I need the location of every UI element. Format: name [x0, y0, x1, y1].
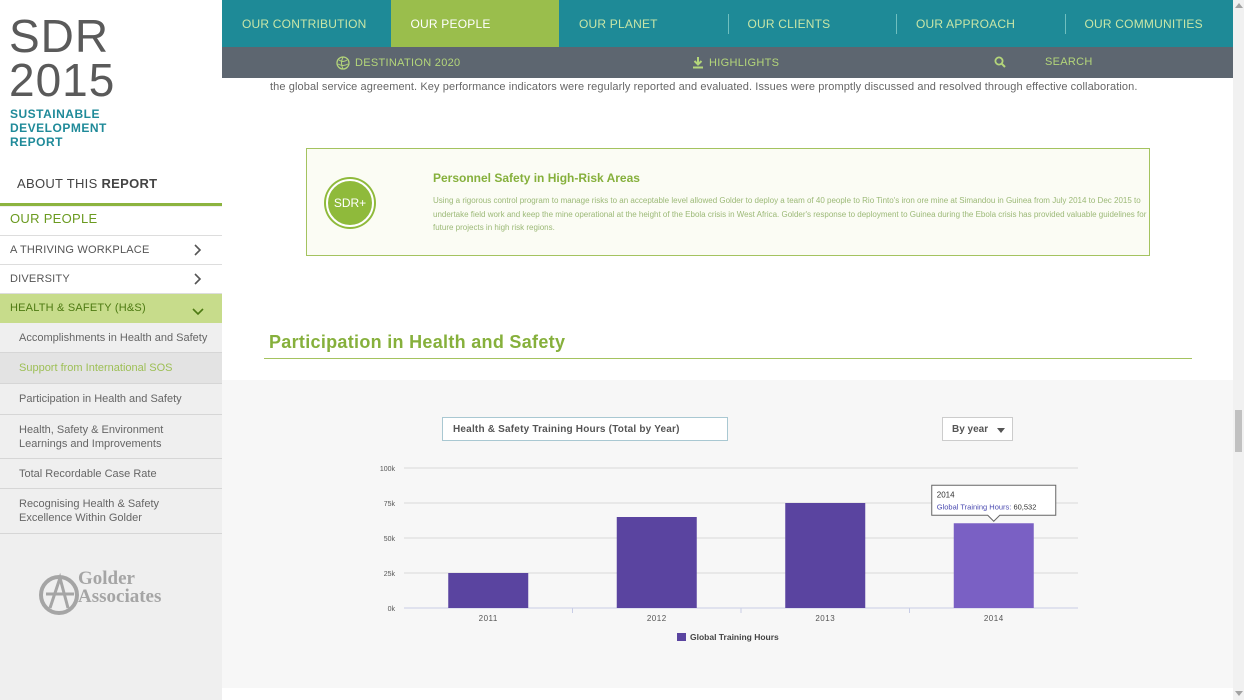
sidebar-item-diversity[interactable]: DIVERSITY: [0, 264, 222, 294]
sidebar-item-label: DIVERSITY: [10, 273, 70, 285]
highlights-link[interactable]: HIGHLIGHTS: [692, 56, 779, 69]
chart-metric-select[interactable]: Health & Safety Training Hours (Total by…: [442, 417, 728, 441]
tab-our-planet[interactable]: OUR PLANET: [579, 17, 658, 31]
tab-our-contribution[interactable]: OUR CONTRIBUTION: [242, 17, 367, 31]
about-label-bold: REPORT: [101, 176, 158, 191]
report-title-line2: 2015: [9, 54, 116, 106]
main-content: the global service agreement. Key perfor…: [222, 78, 1233, 700]
y-tick-label: 50k: [384, 536, 396, 543]
top-navigation: OUR CONTRIBUTION OUR PEOPLE OUR PLANET O…: [222, 0, 1233, 47]
sidebar-item-thriving-workplace[interactable]: A THRIVING WORKPLACE: [0, 235, 222, 265]
about-this-report-link[interactable]: ABOUT THIS REPORT: [0, 170, 222, 206]
report-title-line1: SDR: [9, 10, 110, 62]
tooltip-title: 2014: [937, 490, 955, 499]
y-tick-label: 75k: [384, 501, 396, 508]
sidebar-item-label: A THRIVING WORKPLACE: [10, 244, 150, 256]
sidebar: SDR 2015 SUSTAINABLE DEVELOPMENT REPORT …: [0, 0, 222, 700]
report-subtitle: SUSTAINABLE DEVELOPMENT REPORT: [10, 107, 107, 149]
body-text: the global service agreement. Key perfor…: [270, 81, 1138, 93]
highlights-label: HIGHLIGHTS: [709, 56, 780, 69]
sidebar-subitem-participation[interactable]: Participation in Health and Safety: [0, 384, 222, 415]
training-hours-chart: 0k 25k 50k 75k 100k 2011 2012 2013 2014 Global Tr…: [380, 466, 1078, 642]
legend-label: Global Training Hours: [690, 632, 779, 642]
report-subtitle-line: SUSTAINABLE: [10, 107, 100, 121]
tooltip-box: [931, 484, 1057, 522]
sidebar-item-label: HEALTH & SAFETY (H&S): [10, 302, 146, 314]
tooltip-value: 60,532: [1013, 502, 1036, 511]
golder-logo-text: Golder Associates: [78, 568, 162, 607]
section-heading: Participation in Health and Safety: [269, 332, 566, 352]
sidebar-item-health-safety[interactable]: HEALTH & SAFETY (H&S): [0, 293, 222, 323]
tab-our-people[interactable]: OUR PEOPLE: [390, 0, 559, 47]
tab-our-approach[interactable]: OUR APPROACH: [896, 0, 1065, 47]
search-icon-button[interactable]: [994, 56, 1011, 68]
search-link[interactable]: SEARCH: [1045, 56, 1093, 68]
bar-2014: [953, 523, 1034, 608]
tooltip-value-line: Global Training Hours: 60,532: [937, 502, 1037, 511]
y-tick-label: 100k: [380, 466, 396, 473]
scroll-up-icon[interactable]: [1235, 3, 1243, 8]
sdr-plus-callout: SDR+ Personnel Safety in High-Risk Areas…: [306, 148, 1150, 256]
sub-navigation: DESTINATION 2020 HIGHLIGHTS SEARCH: [222, 47, 1233, 78]
legend-swatch: [677, 633, 686, 641]
section-divider: [264, 358, 1192, 359]
report-subtitle-line: REPORT: [10, 135, 64, 149]
callout-title: Personnel Safety in High-Risk Areas: [433, 171, 640, 185]
sidebar-subitem-hse-learnings[interactable]: Health, Safety & Environment Learnings a…: [0, 415, 222, 459]
about-label: ABOUT THIS: [17, 176, 102, 191]
globe-icon: [336, 56, 350, 70]
report-subtitle-line: DEVELOPMENT: [10, 121, 107, 135]
caret-down-icon: [997, 428, 1005, 433]
search-label: SEARCH: [1045, 56, 1093, 68]
x-tick-label: 2014: [984, 614, 1004, 623]
scroll-thumb[interactable]: [1235, 410, 1242, 452]
destination-2020-label: DESTINATION 2020: [355, 57, 461, 69]
y-tick-label: 0k: [388, 606, 396, 613]
golder-logo-line2: Associates: [78, 586, 162, 607]
sidebar-subitem-recognising-excellence[interactable]: Recognising Health & Safety Excellence W…: [0, 489, 222, 534]
period-select-value: By year: [952, 424, 989, 435]
y-tick-label: 25k: [384, 571, 396, 578]
x-tick-label: 2013: [815, 614, 835, 623]
download-icon: [693, 57, 703, 69]
tab-our-communities[interactable]: OUR COMMUNITIES: [1064, 0, 1234, 47]
tab-our-clients[interactable]: OUR CLIENTS: [727, 0, 897, 47]
golder-logo-line1: Golder: [78, 568, 135, 589]
bar-2011: [448, 573, 529, 608]
bar-2012: [616, 517, 697, 608]
sidebar-subitem-accomplishments[interactable]: Accomplishments in Health and Safety: [0, 323, 222, 353]
chevron-right-icon: [194, 272, 202, 288]
report-logo[interactable]: SDR 2015 SUSTAINABLE DEVELOPMENT REPORT: [0, 0, 222, 170]
chart-panel: 0k 25k 50k 75k 100k 2011 2012 2013 2014 Global Tr…: [222, 380, 1233, 688]
search-icon: [994, 56, 1006, 68]
scroll-down-icon[interactable]: [1235, 691, 1243, 696]
x-tick-label: 2012: [647, 614, 667, 623]
sidebar-subitem-trcr[interactable]: Total Recordable Case Rate: [0, 459, 222, 489]
sdr-plus-badge: SDR+: [326, 179, 374, 227]
page-scrollbar[interactable]: [1233, 0, 1244, 700]
chart-period-select[interactable]: By year: [942, 417, 1013, 441]
x-tick-label: 2011: [479, 614, 498, 623]
sidebar-subitem-international-sos[interactable]: Support from International SOS: [0, 353, 222, 384]
chevron-down-icon: [192, 303, 204, 319]
sidebar-section-title[interactable]: OUR PEOPLE: [0, 207, 222, 235]
bar-2013: [785, 503, 866, 608]
destination-2020-link[interactable]: DESTINATION 2020: [336, 56, 460, 70]
golder-emblem-icon: [39, 572, 79, 615]
report-title: SDR 2015: [9, 10, 116, 106]
chevron-right-icon: [194, 243, 202, 259]
callout-body: Using a rigorous control program to mana…: [433, 196, 1147, 232]
golder-associates-logo[interactable]: Golder Associates: [38, 568, 168, 620]
